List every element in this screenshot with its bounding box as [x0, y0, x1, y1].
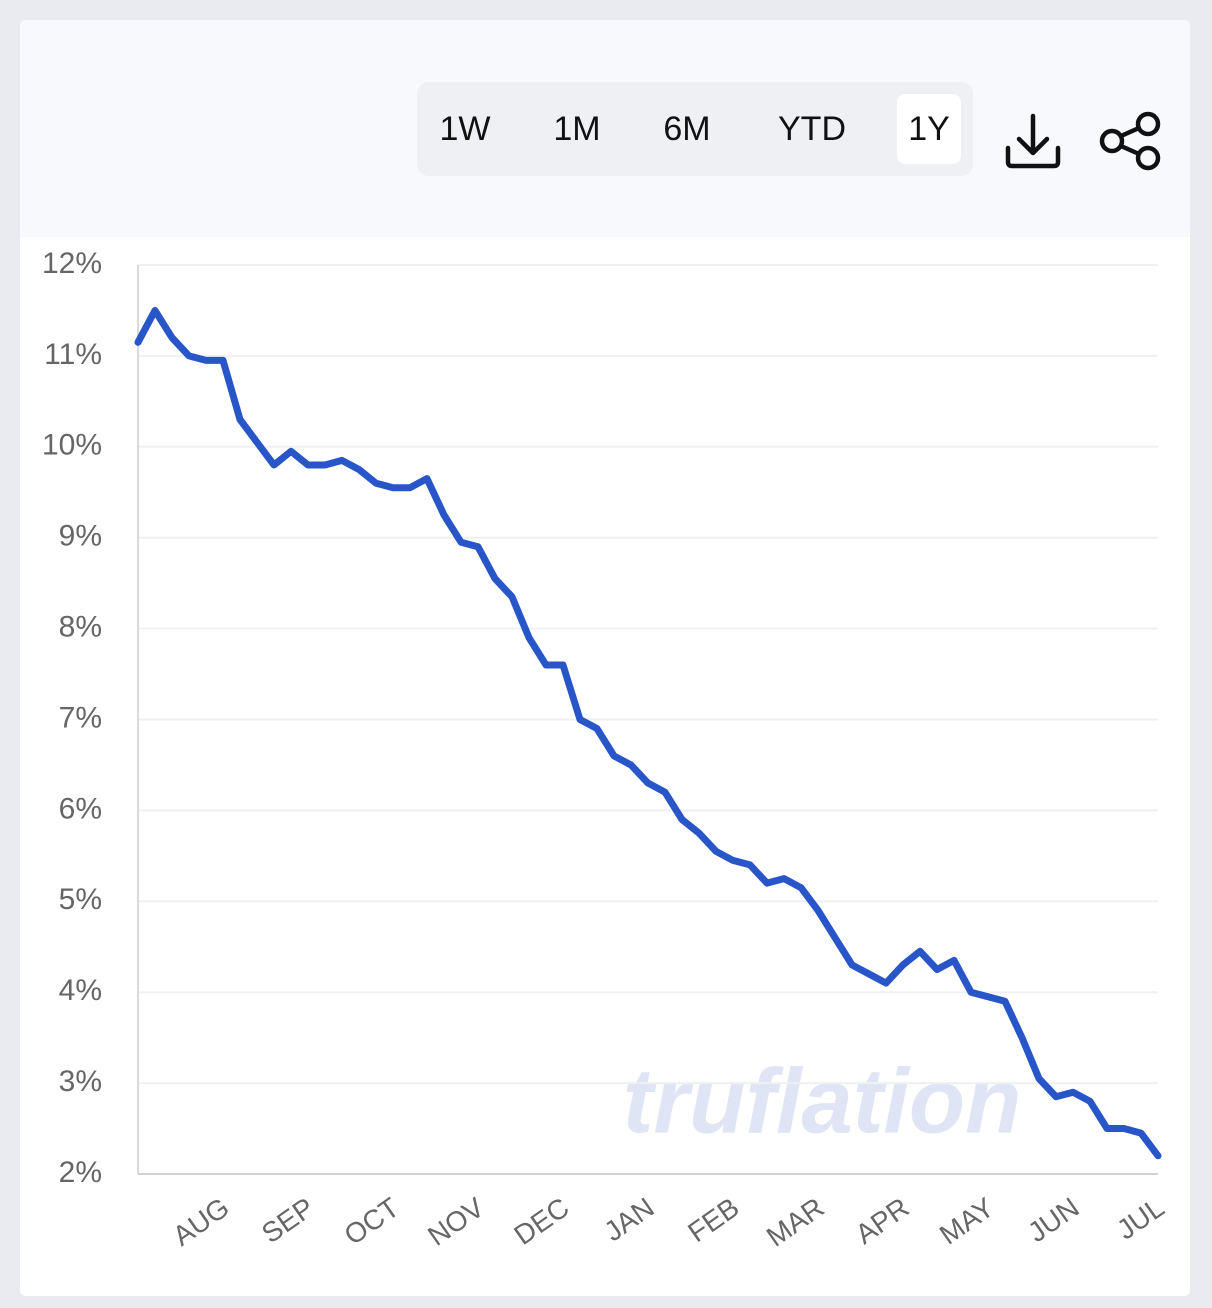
- x-tick-label: JUN: [1022, 1192, 1084, 1249]
- x-tick-label: APR: [850, 1192, 915, 1250]
- line: [134, 307, 1162, 1160]
- x-tick-label: AUG: [167, 1192, 234, 1252]
- x-tick-label: MAR: [761, 1192, 830, 1253]
- range-button[interactable]: 1Y: [897, 94, 961, 164]
- x-tick-label: OCT: [338, 1192, 404, 1251]
- y-tick-label: 12%: [42, 247, 102, 280]
- y-tick-label: 6%: [59, 792, 102, 825]
- header: 1W 1M 6M YTD 1Y: [20, 20, 1190, 237]
- y-tick-label: 10%: [42, 429, 102, 462]
- x-tick-label: JAN: [599, 1192, 660, 1248]
- x-tick-label: DEC: [508, 1192, 574, 1251]
- range-button[interactable]: 1M: [553, 110, 601, 148]
- range-button[interactable]: YTD: [778, 110, 846, 148]
- y-tick-label: 8%: [59, 611, 102, 644]
- y-tick-label: 5%: [59, 883, 102, 916]
- x-tick-label: MAY: [934, 1191, 1000, 1250]
- x-tick-label: NOV: [422, 1191, 490, 1251]
- y-tick-label: 3%: [59, 1065, 102, 1098]
- y-tick-label: 11%: [44, 338, 102, 371]
- y-tick-label: 4%: [59, 974, 102, 1007]
- watermark: truflation: [623, 1050, 1022, 1152]
- range-button[interactable]: 6M: [663, 110, 711, 148]
- range-toggle: 1W 1M 6M YTD 1Y: [417, 82, 973, 176]
- x-tick-label: FEB: [682, 1192, 744, 1249]
- y-tick-label: 9%: [59, 520, 102, 553]
- download-icon[interactable]: [1002, 112, 1064, 172]
- y-tick-label: 7%: [59, 701, 102, 734]
- x-tick-label: SEP: [256, 1192, 320, 1250]
- x-tick-label: JUL: [1111, 1192, 1170, 1246]
- range-button[interactable]: 1W: [439, 110, 491, 148]
- y-tick-label: 2%: [59, 1156, 102, 1189]
- share-icon[interactable]: [1098, 110, 1164, 172]
